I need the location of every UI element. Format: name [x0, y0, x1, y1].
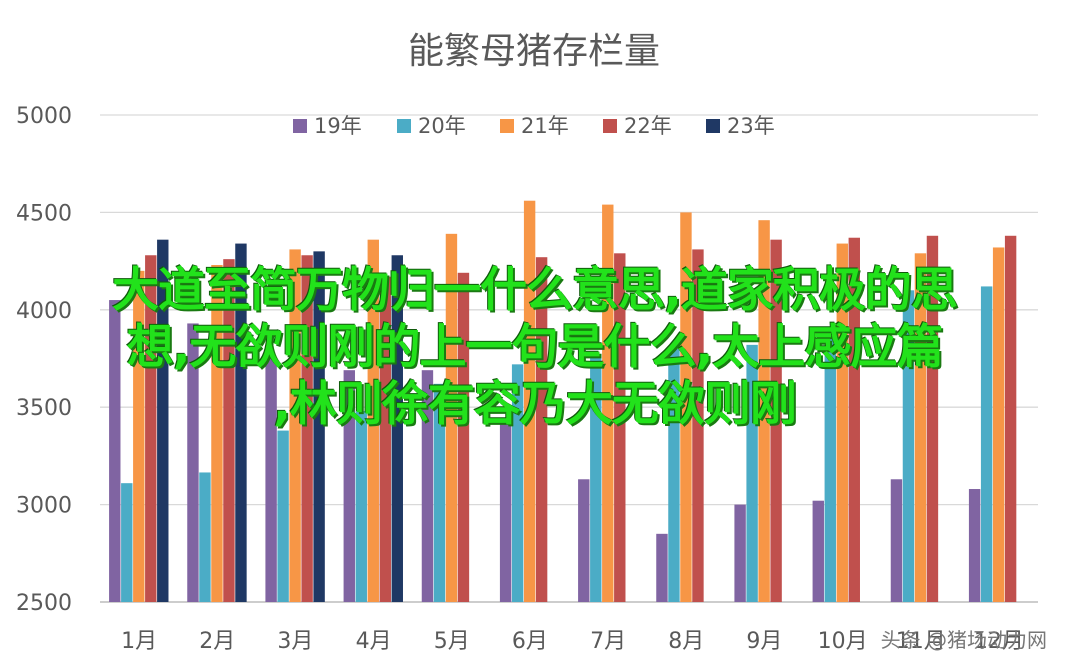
bar	[656, 533, 668, 602]
legend-label: 23年	[727, 114, 775, 138]
bar	[758, 220, 770, 602]
x-tick-label: 10月	[818, 629, 868, 654]
x-tick-label: 5月	[434, 629, 470, 654]
bar	[511, 364, 524, 602]
bar	[145, 255, 157, 603]
x-tick-label: 9月	[746, 629, 782, 654]
legend-label: 20年	[418, 114, 466, 138]
bar	[590, 356, 602, 602]
bars	[109, 200, 1017, 603]
bar	[746, 344, 758, 602]
bar	[157, 239, 169, 602]
bar	[824, 339, 836, 602]
bar	[499, 418, 512, 602]
legend-label: 22年	[624, 114, 672, 138]
bar	[523, 200, 536, 602]
bar	[109, 300, 121, 602]
legend-label: 21年	[521, 114, 569, 138]
bar	[421, 370, 434, 602]
bar	[836, 243, 848, 602]
x-tick-label: 1月	[121, 629, 157, 654]
overlay-caption: 大道至简万物归一什么意思,道家积极的思 想,无欲则刚的上一句是什么,太上感应篇 …	[0, 262, 1069, 433]
bar	[692, 249, 704, 603]
bar	[211, 264, 223, 602]
bar	[980, 286, 993, 602]
bar	[914, 253, 927, 603]
bar	[235, 243, 247, 602]
bar	[602, 204, 614, 602]
bar	[848, 237, 860, 602]
bar	[770, 239, 782, 602]
bar	[391, 255, 403, 603]
bar	[199, 472, 211, 602]
y-tick-label: 3000	[16, 494, 72, 519]
bar	[445, 233, 458, 602]
bar	[265, 358, 277, 602]
y-tick-label: 4000	[16, 299, 72, 324]
bar	[578, 479, 590, 602]
x-tick-label: 12月	[974, 629, 1024, 654]
overlay-line: 大道至简万物归一什么意思,道家积极的思	[112, 263, 958, 318]
bar	[968, 489, 981, 602]
legend-swatch	[397, 119, 411, 133]
legend: 19年 20年 21年 22年 23年	[293, 114, 775, 138]
bar	[121, 483, 133, 602]
overlay-line: 想,无欲则刚的上一句是什么,太上感应篇	[126, 320, 944, 375]
bar	[133, 270, 145, 602]
bar	[433, 383, 446, 602]
bar	[313, 251, 325, 603]
y-axis-ticks: 2500 3000 3500 4000 4500 5000	[16, 104, 72, 616]
x-tick-label: 11月	[896, 629, 946, 654]
bar	[734, 504, 746, 602]
gridlines	[100, 114, 1038, 603]
y-tick-label: 5000	[16, 104, 72, 129]
bar	[992, 247, 1005, 603]
bar	[187, 323, 199, 602]
y-tick-label: 4500	[16, 201, 72, 226]
x-tick-label: 3月	[277, 629, 313, 654]
bar	[1004, 235, 1017, 602]
legend-swatch	[706, 119, 720, 133]
chart-title: 能繁母猪存栏量	[408, 31, 660, 72]
bar	[812, 500, 824, 602]
bar	[535, 257, 548, 602]
watermark: 头条 @猪场动力网	[880, 628, 1047, 652]
x-tick-label: 6月	[512, 629, 548, 654]
bar	[890, 479, 903, 602]
x-tick-label: 8月	[668, 629, 704, 654]
bar	[301, 255, 313, 603]
bar	[367, 239, 379, 602]
x-tick-label: 4月	[356, 629, 392, 654]
bar	[902, 290, 915, 602]
overlay-line: ,林则徐有容乃大无欲则刚	[273, 377, 797, 432]
legend-swatch	[500, 119, 514, 133]
x-tick-label: 7月	[590, 629, 626, 654]
legend-swatch	[293, 119, 307, 133]
x-tick-label: 2月	[199, 629, 235, 654]
y-tick-label: 2500	[16, 591, 72, 616]
bar	[926, 235, 939, 602]
legend-swatch	[603, 119, 617, 133]
bar	[379, 276, 391, 602]
bar	[355, 411, 367, 602]
bar	[277, 430, 289, 602]
bar	[289, 249, 301, 603]
bar	[343, 370, 355, 602]
bar	[614, 253, 626, 603]
y-tick-label: 3500	[16, 396, 72, 421]
x-axis-ticks: 1月 2月 3月 4月 5月 6月 7月 8月 9月 10月 11月 12月	[121, 629, 1024, 654]
legend-label: 19年	[314, 114, 362, 138]
bar	[668, 348, 680, 602]
bar	[457, 272, 470, 602]
bar	[680, 212, 692, 602]
bar	[223, 259, 235, 602]
